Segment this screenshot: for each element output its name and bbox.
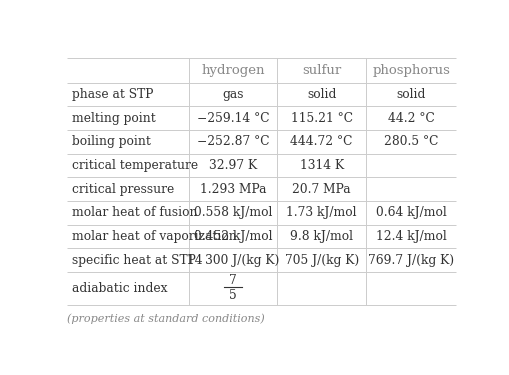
Text: 9.8 kJ/mol: 9.8 kJ/mol <box>290 230 352 243</box>
Text: critical pressure: critical pressure <box>71 183 174 196</box>
Text: 444.72 °C: 444.72 °C <box>290 135 352 148</box>
Text: 14 300 J/(kg K): 14 300 J/(kg K) <box>187 254 279 267</box>
Text: adiabatic index: adiabatic index <box>71 282 167 295</box>
Text: gas: gas <box>222 88 243 101</box>
Text: 44.2 °C: 44.2 °C <box>387 111 434 125</box>
Text: 5: 5 <box>229 289 237 302</box>
Text: 12.4 kJ/mol: 12.4 kJ/mol <box>375 230 445 243</box>
Text: molar heat of fusion: molar heat of fusion <box>71 206 197 219</box>
Text: 115.21 °C: 115.21 °C <box>290 111 352 125</box>
Text: −252.87 °C: −252.87 °C <box>196 135 269 148</box>
Text: 280.5 °C: 280.5 °C <box>383 135 437 148</box>
Text: 7: 7 <box>229 274 237 287</box>
Text: phase at STP: phase at STP <box>71 88 153 101</box>
Text: molar heat of vaporization: molar heat of vaporization <box>71 230 236 243</box>
Text: 1314 K: 1314 K <box>299 159 343 172</box>
Text: 20.7 MPa: 20.7 MPa <box>292 183 350 196</box>
Text: melting point: melting point <box>71 111 155 125</box>
Text: hydrogen: hydrogen <box>201 64 264 77</box>
Text: 32.97 K: 32.97 K <box>209 159 257 172</box>
Text: solid: solid <box>306 88 336 101</box>
Text: sulfur: sulfur <box>301 64 341 77</box>
Text: (properties at standard conditions): (properties at standard conditions) <box>67 314 264 324</box>
Text: specific heat at STP: specific heat at STP <box>71 254 195 267</box>
Text: 1.73 kJ/mol: 1.73 kJ/mol <box>286 206 356 219</box>
Text: 769.7 J/(kg K): 769.7 J/(kg K) <box>367 254 454 267</box>
Text: 705 J/(kg K): 705 J/(kg K) <box>284 254 358 267</box>
Text: 0.452 kJ/mol: 0.452 kJ/mol <box>193 230 272 243</box>
Text: 0.64 kJ/mol: 0.64 kJ/mol <box>375 206 445 219</box>
Text: 0.558 kJ/mol: 0.558 kJ/mol <box>193 206 272 219</box>
Text: critical temperature: critical temperature <box>71 159 197 172</box>
Text: boiling point: boiling point <box>71 135 150 148</box>
Text: −259.14 °C: −259.14 °C <box>196 111 269 125</box>
Text: solid: solid <box>395 88 425 101</box>
Text: 1.293 MPa: 1.293 MPa <box>200 183 266 196</box>
Text: phosphorus: phosphorus <box>372 64 449 77</box>
